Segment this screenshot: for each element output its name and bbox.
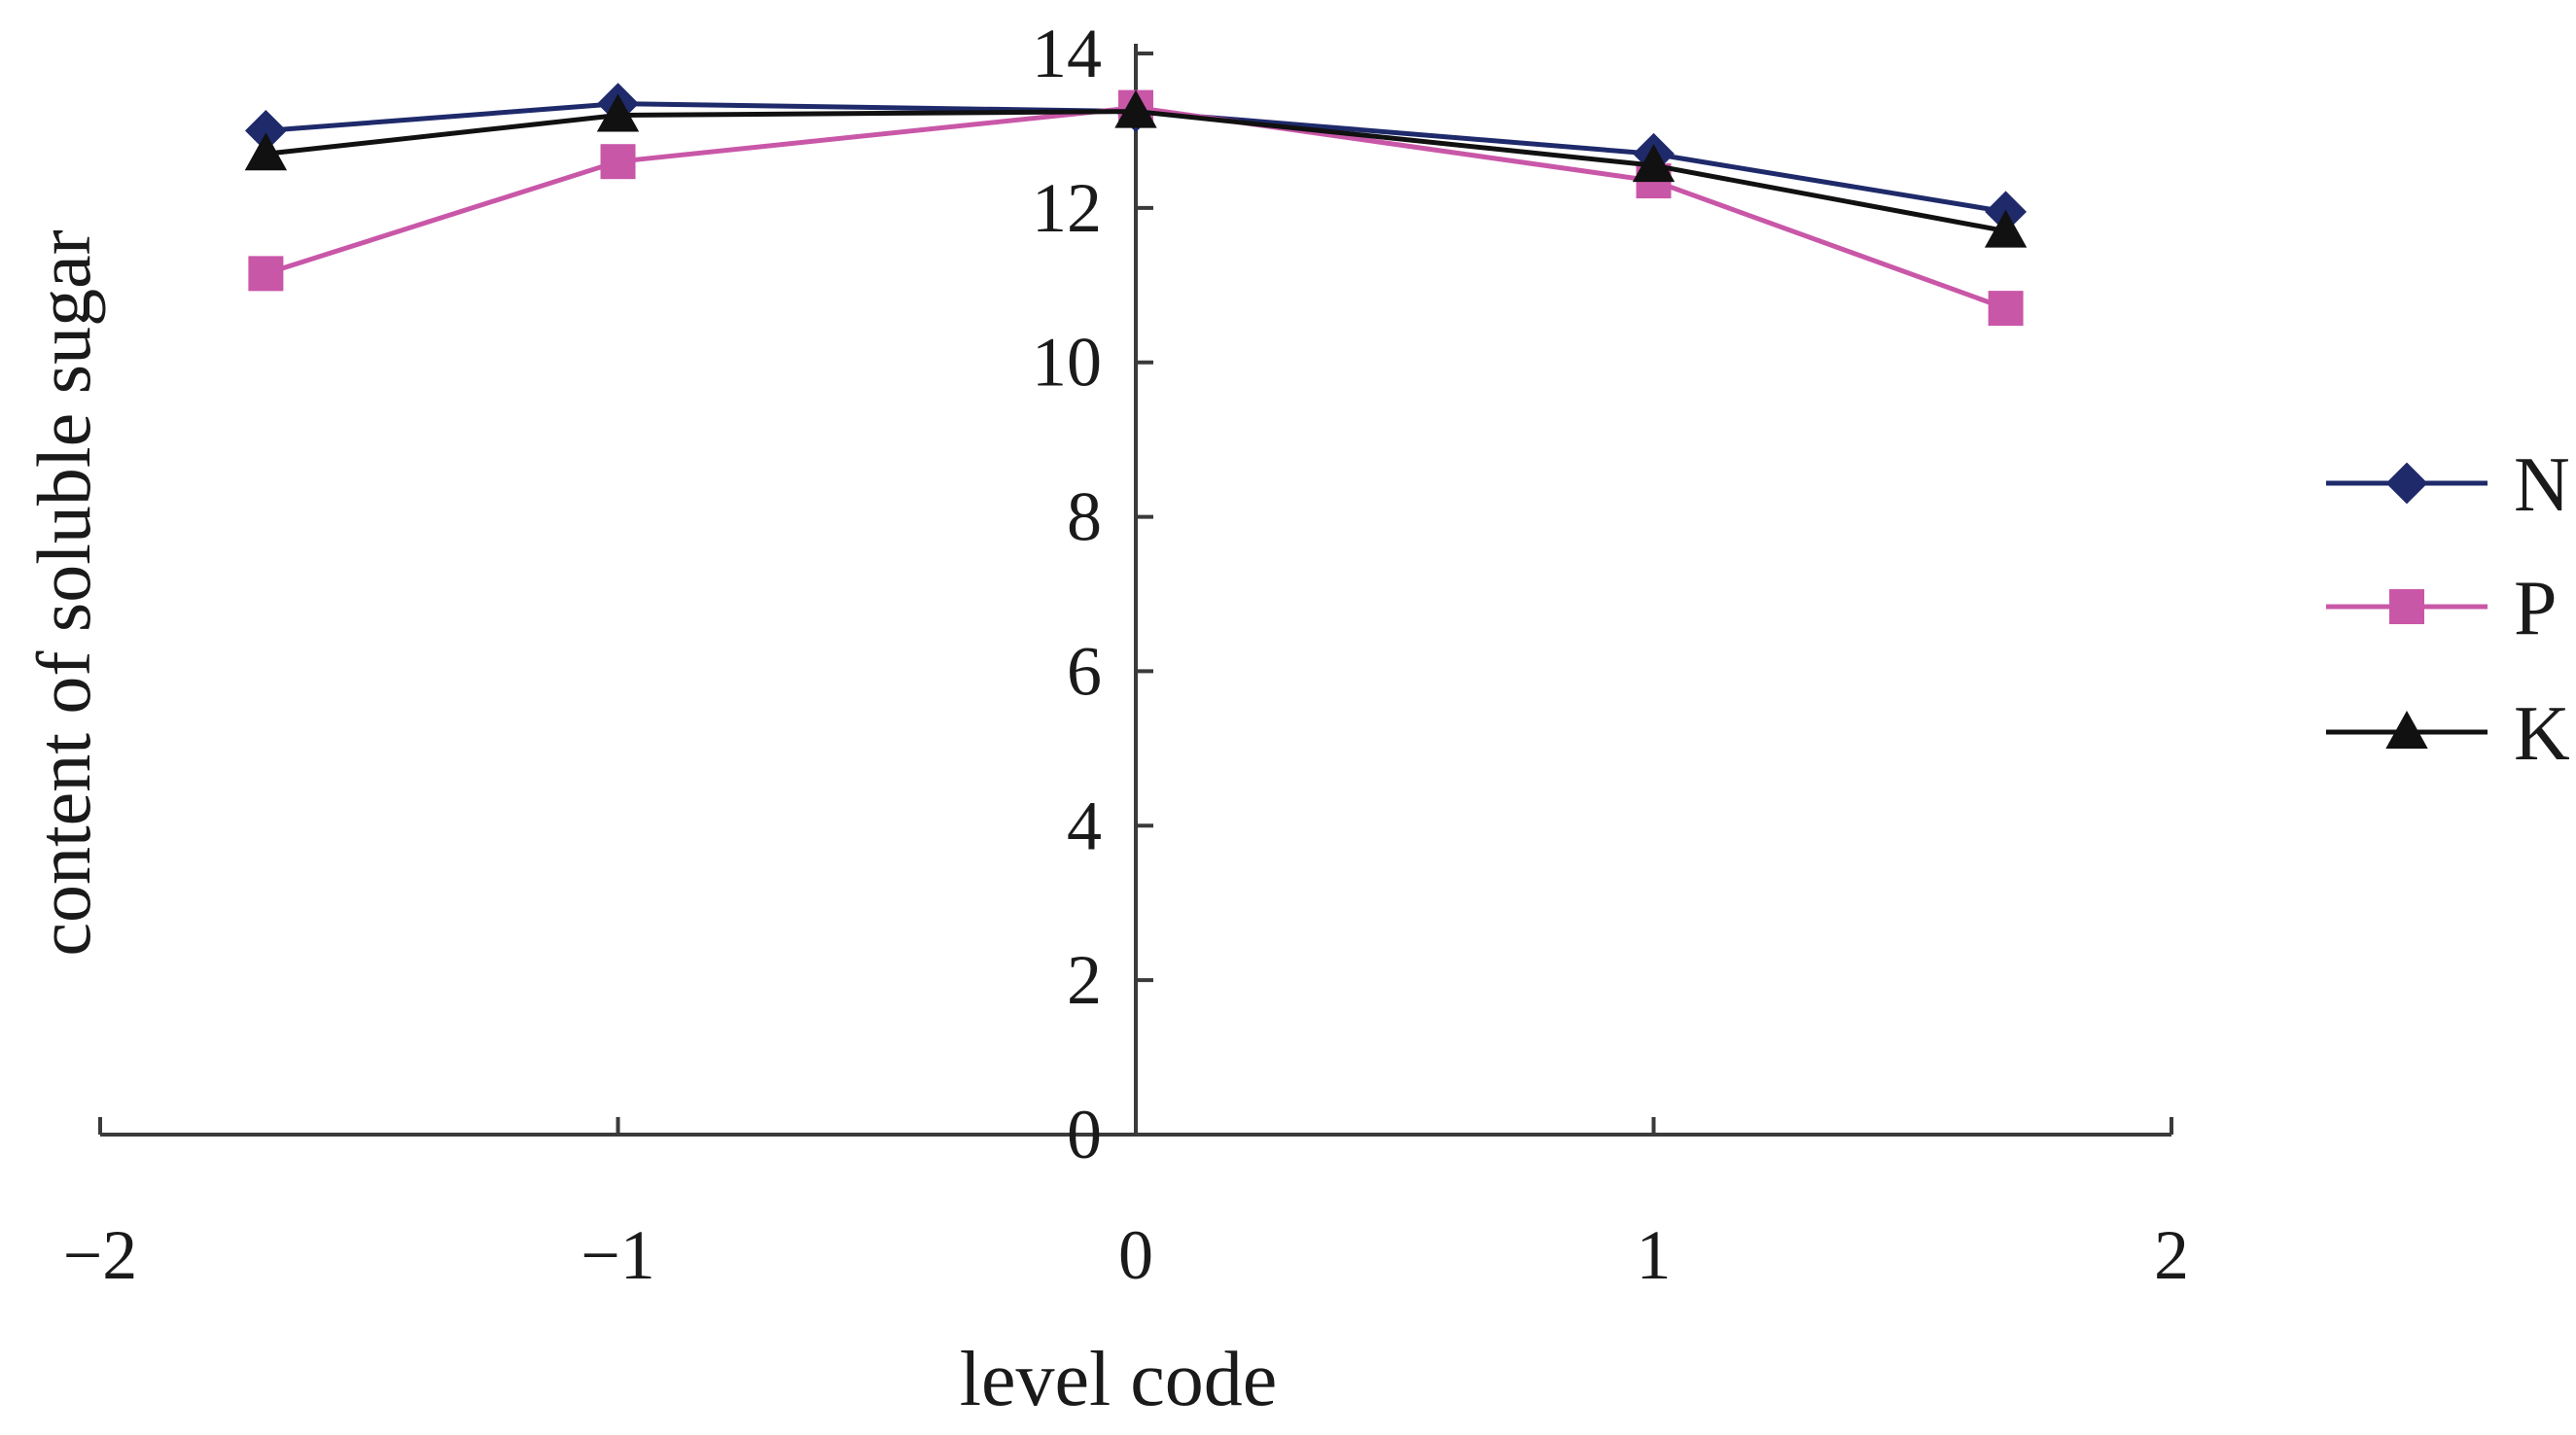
legend-item-P: P [2326, 566, 2558, 651]
x-tick-label: −1 [581, 1216, 655, 1294]
data-point-P [600, 144, 636, 180]
x-tick-label: −2 [63, 1216, 138, 1294]
legend-label: K [2514, 691, 2570, 777]
legend-item-N: N [2326, 442, 2570, 528]
legend-label: N [2514, 442, 2570, 528]
data-point-K [244, 132, 288, 171]
y-tick-label: 0 [1067, 1096, 1102, 1173]
series-layer [244, 83, 2028, 327]
y-tick-label: 2 [1067, 941, 1102, 1019]
series-K [244, 89, 2028, 248]
legend-marker [2389, 589, 2424, 624]
y-tick-label: 4 [1067, 787, 1102, 864]
data-point-P [248, 256, 284, 292]
data-point-P [1988, 291, 2024, 327]
legend-marker [2385, 462, 2428, 505]
x-tick-label: 1 [1637, 1216, 1672, 1294]
legend: NPK [2326, 442, 2570, 777]
x-tick-label: 2 [2154, 1216, 2189, 1294]
data-point-K [1984, 209, 2028, 248]
y-tick-label: 8 [1067, 478, 1102, 556]
data-point-K [1114, 89, 1157, 128]
data-point-K [1632, 144, 1676, 183]
y-tick-label: 10 [1032, 324, 1102, 402]
y-tick-label: 6 [1067, 632, 1102, 710]
y-axis-label: content of soluble sugar [21, 229, 106, 956]
legend-item-K: K [2326, 691, 2570, 777]
y-tick-label: 14 [1032, 15, 1102, 92]
x-tick-label: 0 [1118, 1216, 1153, 1294]
y-tick-label: 12 [1032, 169, 1102, 247]
legend-marker [2385, 710, 2428, 749]
legend-label: P [2514, 566, 2558, 651]
x-axis-label: level code [960, 1337, 1277, 1422]
data-point-K [596, 93, 640, 132]
